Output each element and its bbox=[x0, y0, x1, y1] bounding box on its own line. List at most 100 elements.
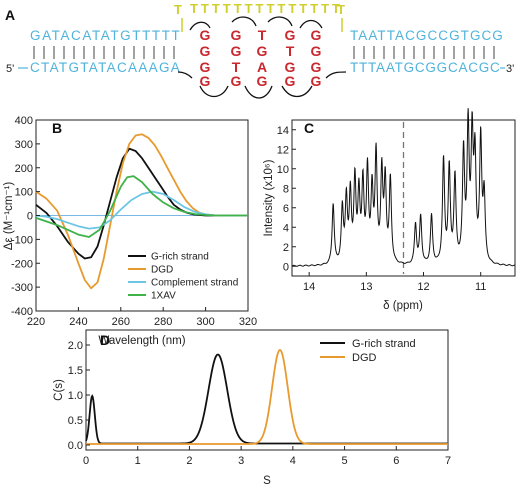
panel-b-x-ticks: 220 240 260 280 300 320 bbox=[27, 307, 257, 328]
legend-label: DGD bbox=[352, 352, 377, 364]
y-tick-label: -300 bbox=[11, 282, 33, 294]
y-tick-label: 400 bbox=[15, 115, 33, 127]
panel-d-sedimentation: D 0 1 2 3 4 5 6 7 0.0 0.5 1.0 1.5 2.0 S C(s) G-rich… bbox=[53, 329, 451, 487]
series-line-dgd bbox=[86, 349, 448, 445]
panel-b-y-label: Δε (M⁻¹cm⁻¹) bbox=[3, 182, 15, 251]
x-tick-label: 2 bbox=[186, 455, 192, 467]
panel-b-legend: G-rich strand DGD Complement strand 1XAV bbox=[128, 252, 238, 302]
panel-b-cd-spectra: B 220 240 260 280 300 320 -400 -300 -200 -100 0 10… bbox=[3, 115, 257, 347]
y-tick-label: 4 bbox=[283, 222, 289, 234]
panel-b-y-ticks: -400 -300 -200 -100 0 100 200 300 400 bbox=[11, 115, 40, 318]
x-tick-label: 13 bbox=[360, 281, 372, 293]
five-prime-label: 5' bbox=[6, 63, 14, 75]
t-loop-sequence: TTTTTTTTTTTTTT bbox=[190, 1, 340, 16]
y-tick-label: 1.5 bbox=[68, 365, 83, 377]
three-prime-label: 3' bbox=[506, 63, 514, 75]
x-tick-label: 14 bbox=[303, 281, 315, 293]
series-line-complement-strand bbox=[35, 190, 248, 230]
arrow-loop-1 bbox=[189, 21, 211, 31]
y-tick-label: 1.0 bbox=[68, 390, 83, 402]
x-tick-label: 240 bbox=[69, 316, 87, 328]
panel-c-series bbox=[291, 108, 516, 267]
y-tick-label: -100 bbox=[11, 234, 33, 246]
arrow-entry bbox=[177, 71, 193, 79]
x-tick-label: 280 bbox=[154, 316, 172, 328]
legend-label: DGD bbox=[151, 265, 173, 276]
base-pairs-right bbox=[353, 46, 495, 59]
panel-d-label: D bbox=[100, 332, 110, 348]
nucleotide-G: G bbox=[200, 73, 211, 89]
x-tick-label: 260 bbox=[112, 316, 130, 328]
x-tick-label: 220 bbox=[27, 316, 45, 328]
nucleotide-G: G bbox=[311, 59, 322, 75]
arrow-loop-3 bbox=[267, 16, 293, 27]
y-tick-label: 100 bbox=[15, 187, 33, 199]
x-tick-label: 4 bbox=[290, 455, 296, 467]
g-quadruplex-core: G G T G GG G G T GG T A G GG G G G G bbox=[200, 27, 322, 89]
y-tick-label: 0.0 bbox=[68, 440, 83, 452]
nucleotide-G: G bbox=[285, 59, 296, 75]
nucleotide-G: G bbox=[200, 59, 211, 75]
y-tick-label: 8 bbox=[283, 183, 289, 195]
nucleotide-A: A bbox=[257, 59, 267, 75]
x-tick-label: 6 bbox=[393, 455, 399, 467]
t-left-letter: T bbox=[174, 2, 182, 17]
arrow-exit bbox=[325, 71, 347, 79]
nucleotide-T: T bbox=[258, 27, 267, 43]
legend-label: Complement strand bbox=[151, 278, 238, 289]
panel-a: A T TTTTTTTTTTTTTT T GATACATATGTTTTT CTA… bbox=[5, 1, 514, 99]
x-tick-label: 0 bbox=[83, 455, 89, 467]
x-tick-label: 320 bbox=[239, 316, 257, 328]
x-tick-label: 5 bbox=[342, 455, 348, 467]
y-tick-label: 12 bbox=[277, 144, 289, 156]
panel-c-plot-frame bbox=[291, 119, 516, 277]
series-line-g-rich-strand bbox=[35, 147, 248, 260]
nucleotide-G: G bbox=[200, 43, 211, 59]
panel-d-legend: G-rich strand DGD bbox=[320, 338, 416, 364]
panel-d-y-label: C(s) bbox=[53, 379, 65, 401]
nucleotide-G: G bbox=[231, 43, 242, 59]
nucleotide-G: G bbox=[285, 73, 296, 89]
y-tick-label: -200 bbox=[11, 258, 33, 270]
y-tick-label: 2 bbox=[283, 242, 289, 254]
y-tick-label: 14 bbox=[277, 125, 289, 137]
panel-d-plot-frame bbox=[85, 329, 449, 451]
y-tick-label: 200 bbox=[15, 163, 33, 175]
nmr-spectrum-line bbox=[291, 108, 516, 267]
x-tick-label: 3 bbox=[238, 455, 244, 467]
panel-b-label: B bbox=[52, 120, 62, 136]
panel-d-series bbox=[85, 349, 448, 445]
nucleotide-G: G bbox=[231, 73, 242, 89]
series-line-g-rich-strand bbox=[85, 353, 448, 445]
series-line-1xav bbox=[35, 175, 248, 238]
legend-label: 1XAV bbox=[151, 291, 176, 302]
strand-path-arrows bbox=[177, 16, 347, 99]
y-tick-label: 0 bbox=[283, 261, 289, 273]
y-tick-label: 2.0 bbox=[68, 340, 83, 352]
nucleotide-G: G bbox=[257, 43, 268, 59]
panel-c-nmr-spectrum: C 14 13 12 11 0 2 4 6 8 10 12 14 δ (ppm) Intensity… bbox=[263, 108, 516, 312]
x-tick-label: 12 bbox=[417, 281, 429, 293]
nucleotide-G: G bbox=[231, 27, 242, 43]
y-tick-label: -400 bbox=[11, 306, 33, 318]
arrow-loop-4 bbox=[299, 19, 323, 29]
nucleotide-G: G bbox=[311, 73, 322, 89]
arrow-loop-5 bbox=[199, 85, 229, 98]
panel-b-x-label: Wavelength (nm) bbox=[98, 335, 185, 347]
panel-c-x-ticks: 14 13 12 11 bbox=[303, 272, 486, 293]
arrow-loop-6 bbox=[244, 85, 273, 99]
y-tick-label: 0 bbox=[27, 211, 33, 223]
bottom-strand-right: TTTAATGCGGCACGC bbox=[350, 60, 500, 75]
base-pairs-left bbox=[33, 46, 175, 59]
nucleotide-G: G bbox=[311, 27, 322, 43]
x-tick-label: 300 bbox=[196, 316, 214, 328]
panel-c-x-label: δ (ppm) bbox=[383, 300, 423, 312]
panel-b-series bbox=[35, 133, 248, 290]
x-tick-label: 11 bbox=[475, 281, 486, 293]
x-tick-label: 1 bbox=[135, 455, 141, 467]
x-tick-label: 7 bbox=[445, 455, 451, 467]
bottom-strand-left: CTATGTATACAAAGA bbox=[30, 60, 180, 75]
arrow-loop-7 bbox=[281, 85, 313, 98]
nucleotide-G: G bbox=[257, 73, 268, 89]
